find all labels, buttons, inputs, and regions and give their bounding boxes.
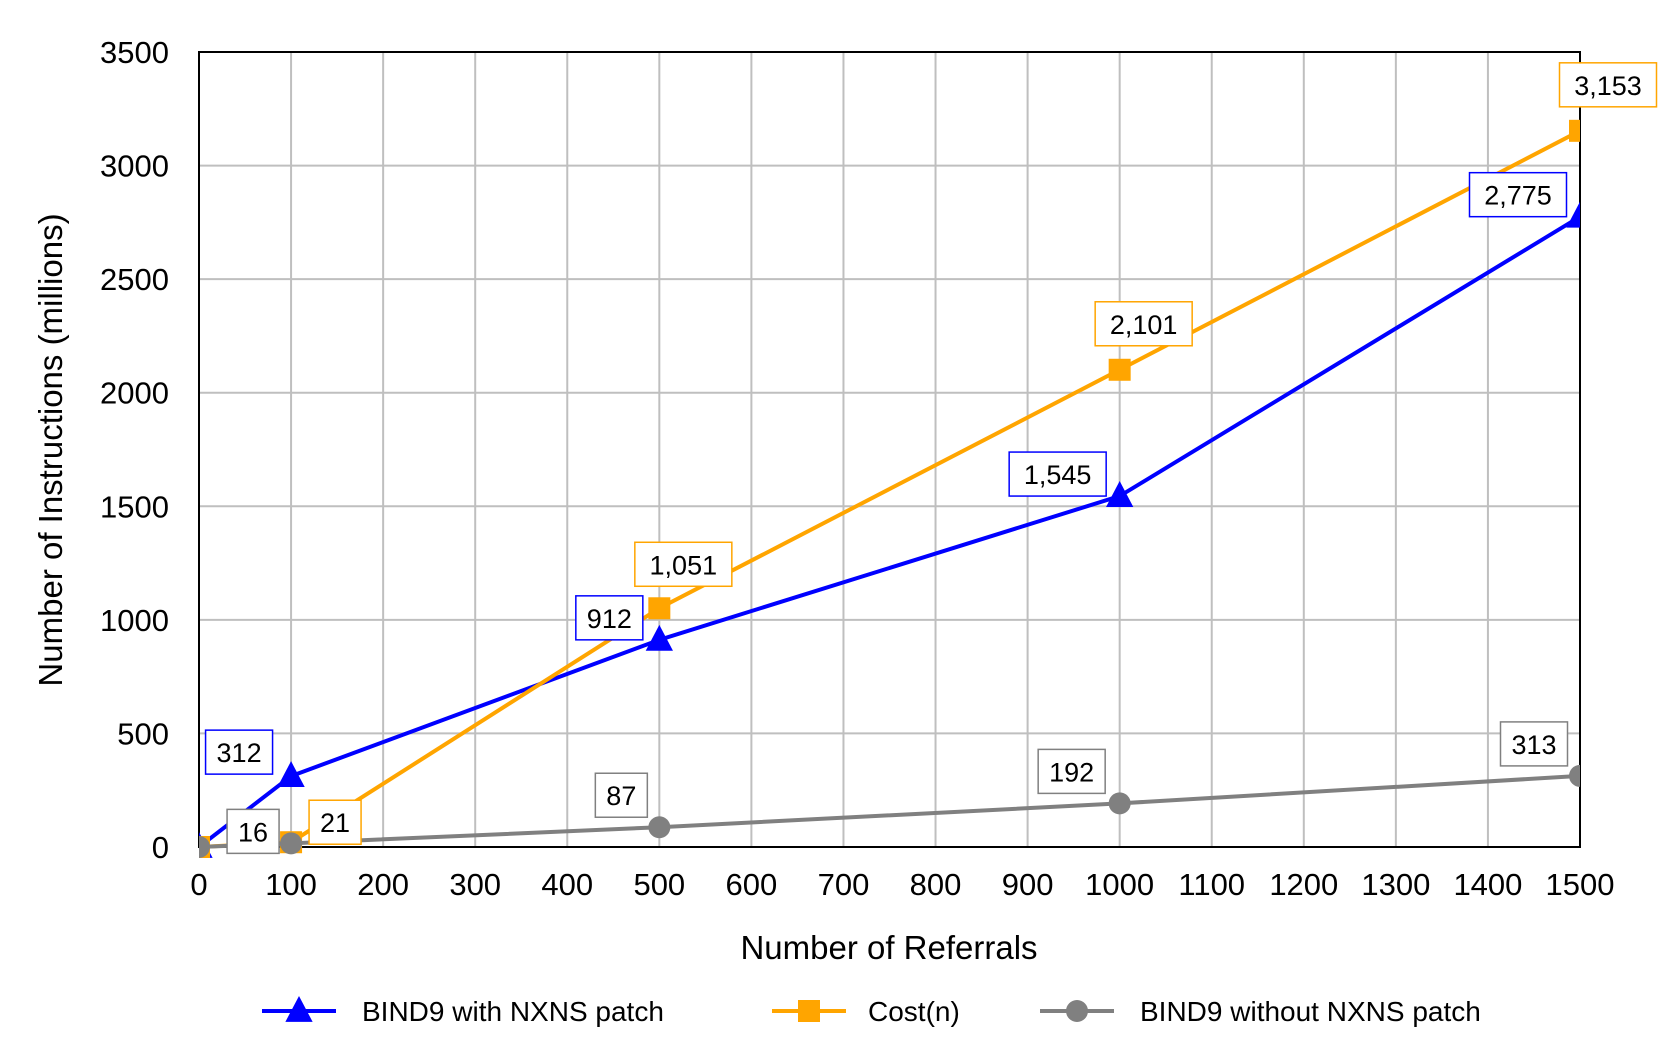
data-label-text: 912 [587, 604, 632, 634]
y-tick-label: 2000 [100, 376, 169, 411]
y-axis-ticks: 0 500 1000 1500 2000 2500 3000 3500 [100, 35, 169, 865]
x-tick-label: 1500 [1546, 867, 1615, 902]
data-label-text: 1,051 [650, 550, 718, 580]
data-label: 2,775 [1468, 171, 1568, 218]
data-label: 1,051 [634, 541, 733, 588]
x-tick-label: 1400 [1453, 867, 1522, 902]
data-point [648, 816, 671, 839]
data-label-text: 2,775 [1484, 181, 1552, 211]
data-label-text: 3,153 [1574, 71, 1642, 101]
legend-label: BIND9 with NXNS patch [362, 996, 664, 1027]
legend-marker [798, 1000, 820, 1022]
data-point [1569, 119, 1580, 142]
data-label: 2,101 [1094, 301, 1193, 347]
y-tick-label: 500 [117, 716, 169, 751]
data-point [648, 597, 671, 620]
x-tick-label: 400 [541, 867, 593, 902]
x-tick-label: 300 [449, 867, 501, 902]
data-point [199, 836, 210, 858]
x-axis-title: Number of Referrals [740, 929, 1037, 966]
data-label-text: 313 [1511, 730, 1556, 760]
data-labels: 312 912 1,545 2,775 21 1,051 2,101 3,153 16 87 192… [204, 62, 1658, 855]
x-tick-label: 100 [265, 867, 317, 902]
x-tick-label: 0 [190, 867, 207, 902]
legend: BIND9 with NXNS patch Cost(n) BIND9 withou… [262, 995, 1481, 1027]
data-point [280, 832, 303, 855]
legend-marker [1066, 1000, 1088, 1022]
data-label: 16 [226, 808, 280, 855]
data-label-text: 1,545 [1024, 460, 1092, 490]
x-tick-label: 1100 [1178, 867, 1245, 902]
x-tick-label: 200 [357, 867, 409, 902]
y-tick-label: 0 [152, 830, 169, 865]
x-tick-label: 800 [910, 867, 962, 902]
data-point [1569, 764, 1580, 787]
plot-frame [198, 51, 1581, 848]
data-label: 312 [204, 729, 274, 775]
data-label: 3,153 [1558, 62, 1658, 108]
data-label-text: 16 [238, 817, 268, 847]
y-tick-label: 1500 [100, 489, 169, 524]
grid [198, 51, 1581, 848]
y-tick-label: 2500 [100, 262, 169, 297]
data-label: 21 [308, 799, 362, 845]
legend-item: Cost(n) [772, 996, 960, 1027]
x-tick-label: 900 [1002, 867, 1054, 902]
data-label-text: 312 [217, 738, 262, 768]
y-tick-label: 3000 [100, 149, 169, 184]
data-label-text: 2,101 [1110, 310, 1178, 340]
data-label: 192 [1037, 748, 1106, 795]
data-point [277, 761, 305, 788]
legend-label: Cost(n) [868, 996, 960, 1027]
data-point [1108, 792, 1131, 815]
legend-marker [285, 995, 313, 1022]
x-tick-label: 1200 [1269, 867, 1338, 902]
data-label: 1,545 [1008, 451, 1107, 497]
x-tick-label: 1300 [1361, 867, 1430, 902]
data-label-text: 21 [320, 808, 350, 838]
data-label: 912 [575, 595, 644, 641]
data-label-text: 192 [1049, 757, 1094, 787]
y-tick-label: 3500 [100, 35, 169, 70]
x-axis-ticks: 0 100 200 300 400 500 600 700 800 900 1000 1100 1200… [190, 867, 1614, 902]
legend-label: BIND9 without NXNS patch [1140, 996, 1481, 1027]
y-tick-label: 1000 [100, 603, 169, 638]
x-tick-label: 1000 [1085, 867, 1154, 902]
y-axis-title: Number of Instructions (millions) [32, 213, 69, 686]
data-point [1566, 201, 1580, 228]
x-tick-label: 500 [633, 867, 685, 902]
data-point [1108, 358, 1131, 381]
data-label-text: 87 [606, 781, 636, 811]
legend-item: BIND9 with NXNS patch [262, 995, 664, 1027]
data-point [645, 624, 673, 651]
x-tick-label: 600 [726, 867, 778, 902]
data-label: 313 [1499, 721, 1569, 767]
data-point [1106, 481, 1134, 507]
legend-item: BIND9 without NXNS patch [1040, 996, 1481, 1027]
x-tick-label: 700 [818, 867, 870, 902]
data-label: 87 [594, 772, 649, 818]
